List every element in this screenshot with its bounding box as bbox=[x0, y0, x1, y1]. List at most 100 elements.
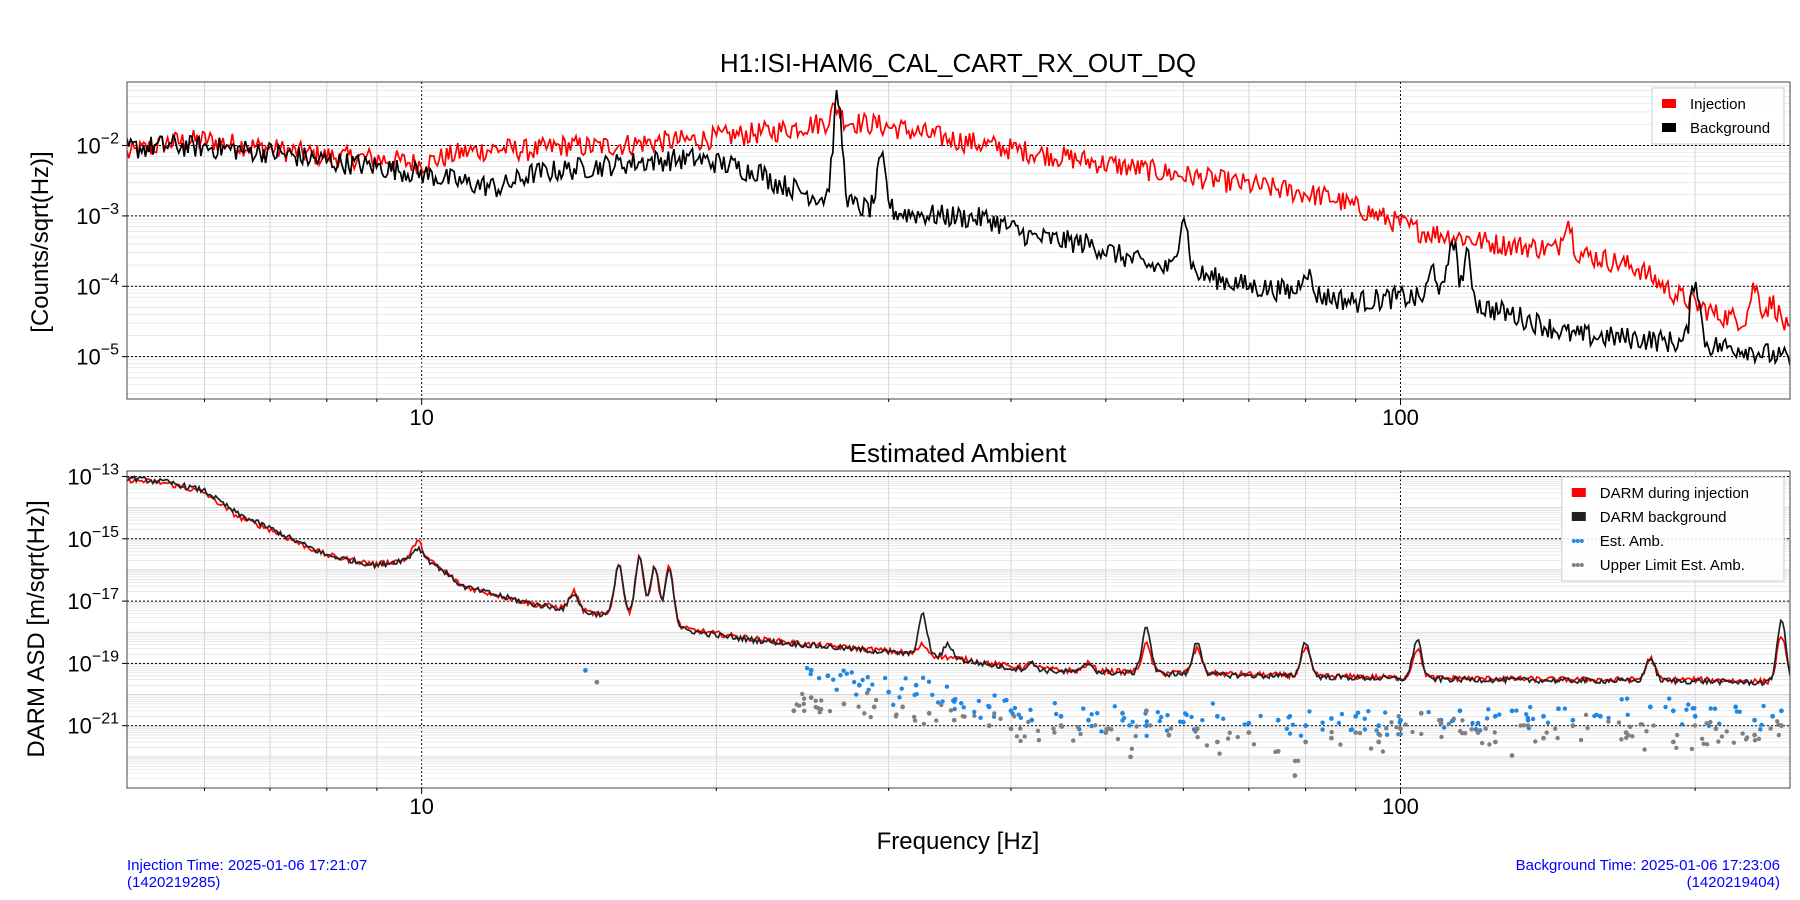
legend-marker bbox=[1571, 563, 1576, 567]
legend-label: DARM during injection bbox=[1600, 485, 1749, 502]
bottom-panel: Estimated Ambient DARM ASD [m/sqrt(Hz)] … bbox=[23, 438, 1791, 855]
scatter-point-2 bbox=[1158, 714, 1164, 720]
scatter-point-2 bbox=[1320, 720, 1325, 725]
scatter-point-2 bbox=[1686, 702, 1691, 707]
scatter-point-3 bbox=[1533, 739, 1538, 744]
scatter-point-2 bbox=[808, 667, 814, 673]
scatter-point-3 bbox=[1619, 737, 1624, 742]
scatter-point-3 bbox=[1036, 737, 1042, 743]
scatter-point-2 bbox=[1242, 722, 1247, 727]
scatter-point-2 bbox=[1527, 704, 1533, 710]
scatter-point-2 bbox=[1362, 716, 1367, 722]
scatter-point-3 bbox=[800, 691, 805, 697]
scatter-point-3 bbox=[1716, 739, 1721, 744]
scatter-point-2 bbox=[1284, 726, 1290, 732]
scatter-point-2 bbox=[1497, 712, 1502, 717]
top-panel: H1:ISI-HAM6_CAL_CART_RX_OUT_DQ [Counts/s… bbox=[27, 48, 1791, 430]
scatter-point-2 bbox=[1647, 704, 1653, 710]
legend-marker bbox=[1571, 512, 1586, 521]
injection-gps-time: (1420219285) bbox=[127, 874, 221, 891]
scatter-point-3 bbox=[998, 716, 1003, 722]
scatter-point-3 bbox=[1724, 729, 1729, 734]
scatter-point-3 bbox=[1585, 725, 1590, 731]
scatter-point-3 bbox=[1704, 721, 1709, 726]
scatter-point-3 bbox=[1483, 726, 1488, 731]
scatter-point-2 bbox=[1089, 712, 1094, 717]
y-tick-label-exponent: −2 bbox=[101, 131, 119, 148]
scatter-point-2 bbox=[1667, 696, 1672, 701]
scatter-point-2 bbox=[972, 709, 977, 715]
scatter-point-3 bbox=[1235, 734, 1240, 740]
scatter-point-2 bbox=[882, 675, 888, 681]
y-tick-label: 10−17 bbox=[67, 586, 119, 614]
scatter-point-3 bbox=[1674, 732, 1680, 738]
scatter-point-2 bbox=[1475, 720, 1481, 726]
scatter-point-2 bbox=[1484, 716, 1490, 721]
scatter-point-3 bbox=[1026, 719, 1031, 725]
scatter-point-3 bbox=[862, 711, 867, 716]
scatter-point-3 bbox=[1353, 730, 1359, 736]
y-tick-label-exponent: −21 bbox=[92, 711, 119, 728]
scatter-point-2 bbox=[1690, 706, 1695, 711]
y-tick-label: 10−5 bbox=[76, 342, 119, 370]
scatter-point-3 bbox=[1008, 726, 1014, 732]
scatter-point-2 bbox=[1397, 720, 1402, 725]
scatter-point-3 bbox=[986, 723, 992, 729]
legend-label: Injection bbox=[1690, 96, 1746, 113]
scatter-point-3 bbox=[1689, 746, 1695, 752]
scatter-point-3 bbox=[1328, 735, 1334, 741]
scatter-point-3 bbox=[1303, 739, 1309, 745]
scatter-point-3 bbox=[1104, 726, 1109, 732]
scatter-point-2 bbox=[1692, 713, 1698, 719]
scatter-point-2 bbox=[959, 701, 964, 706]
scatter-point-2 bbox=[1761, 703, 1766, 709]
scatter-point-2 bbox=[1734, 709, 1740, 714]
scatter-point-2 bbox=[1597, 713, 1603, 719]
scatter-point-3 bbox=[1357, 730, 1363, 736]
scatter-point-3 bbox=[1128, 754, 1133, 760]
scatter-point-2 bbox=[1290, 722, 1296, 728]
scatter-point-3 bbox=[1018, 726, 1023, 731]
scatter-point-2 bbox=[808, 671, 813, 677]
scatter-point-2 bbox=[1286, 715, 1291, 720]
scatter-point-2 bbox=[1089, 723, 1094, 729]
scatter-point-2 bbox=[899, 686, 904, 691]
scatter-point-3 bbox=[1436, 717, 1442, 723]
bottom-panel-title: Estimated Ambient bbox=[850, 438, 1068, 468]
scatter-point-3 bbox=[1403, 722, 1408, 727]
scatter-point-2 bbox=[1625, 712, 1630, 718]
injection-time: Injection Time: 2025-01-06 17:21:07 bbox=[127, 857, 368, 874]
y-tick-label-base: 10 bbox=[76, 134, 100, 159]
y-tick-label: 10−21 bbox=[67, 711, 119, 739]
scatter-point-3 bbox=[1398, 726, 1403, 732]
scatter-point-3 bbox=[1133, 733, 1138, 739]
scatter-point-3 bbox=[1475, 728, 1481, 734]
scatter-point-3 bbox=[1692, 723, 1698, 728]
scatter-point-2 bbox=[926, 679, 932, 684]
scatter-point-2 bbox=[1384, 732, 1390, 737]
scatter-point-3 bbox=[801, 696, 807, 701]
y-tick-label-base: 10 bbox=[76, 204, 100, 229]
scatter-point-2 bbox=[816, 675, 822, 681]
y-tick-label: 10−13 bbox=[67, 461, 119, 489]
scatter-point-3 bbox=[827, 708, 833, 714]
scatter-point-2 bbox=[854, 692, 859, 697]
scatter-point-2 bbox=[897, 695, 902, 700]
scatter-point-3 bbox=[1292, 758, 1298, 764]
injection-time-note: Injection Time: 2025-01-06 17:21:07 (142… bbox=[127, 857, 367, 891]
scatter-point-2 bbox=[1382, 710, 1388, 715]
scatter-point-3 bbox=[1396, 732, 1401, 737]
scatter-point-2 bbox=[886, 689, 892, 695]
scatter-point-2 bbox=[1523, 712, 1529, 717]
scatter-point-2 bbox=[1246, 720, 1252, 726]
scatter-point-3 bbox=[868, 714, 873, 720]
y-tick-label: 10−19 bbox=[67, 648, 119, 676]
scatter-point-3 bbox=[939, 702, 944, 708]
scatter-point-3 bbox=[802, 708, 807, 714]
scatter-point-3 bbox=[815, 705, 821, 711]
scatter-point-2 bbox=[1287, 731, 1293, 736]
scatter-point-2 bbox=[1081, 706, 1086, 711]
scatter-point-3 bbox=[1731, 740, 1737, 745]
scatter-point-3 bbox=[1103, 730, 1109, 736]
